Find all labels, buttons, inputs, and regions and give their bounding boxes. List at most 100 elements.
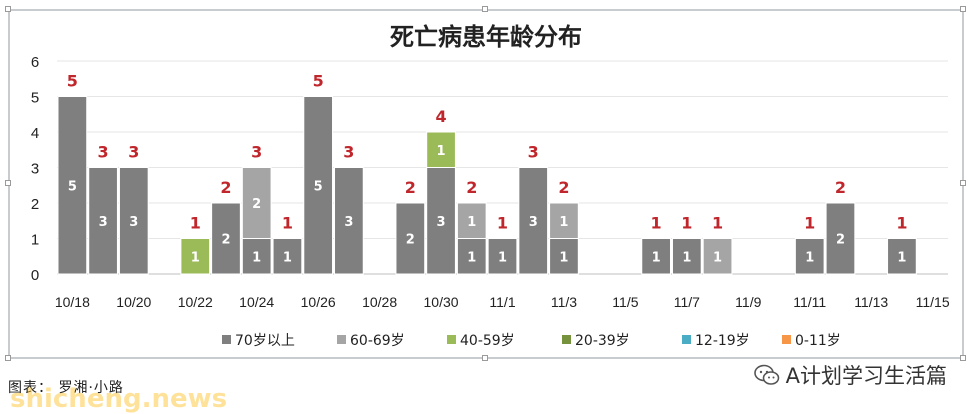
bar-segment bbox=[303, 96, 334, 275]
y-tick-label: 5 bbox=[31, 90, 39, 107]
bar-total-label: 3 bbox=[98, 143, 109, 162]
bar-segment bbox=[887, 238, 917, 275]
bar-segment bbox=[671, 238, 702, 275]
bar-segment bbox=[549, 238, 579, 275]
segment-value-label: 3 bbox=[437, 215, 446, 230]
bar-segment bbox=[57, 96, 88, 275]
bar-segment bbox=[549, 202, 579, 239]
y-tick-label: 6 bbox=[31, 54, 39, 71]
y-tick-label: 3 bbox=[31, 161, 39, 178]
y-tick-label: 2 bbox=[31, 196, 39, 213]
bar-total-label: 1 bbox=[282, 214, 293, 233]
selection-handle[interactable] bbox=[960, 180, 966, 186]
selection-handle[interactable] bbox=[5, 180, 11, 186]
segment-value-label: 1 bbox=[559, 250, 568, 265]
selection-handle[interactable] bbox=[960, 355, 966, 361]
legend-swatch bbox=[447, 335, 456, 344]
x-tick-label: 10/18 bbox=[55, 294, 90, 310]
bar-segment bbox=[426, 167, 456, 275]
bar-segment bbox=[241, 167, 272, 239]
x-tick-label: 10/22 bbox=[178, 294, 213, 310]
legend-label: 20-39岁 bbox=[575, 333, 630, 349]
x-tick-label: 11/3 bbox=[551, 294, 577, 310]
legend-swatch bbox=[782, 335, 791, 344]
bar-segment bbox=[456, 238, 487, 275]
bar-total-label: 1 bbox=[804, 214, 815, 233]
bar-segment bbox=[426, 131, 456, 168]
account-name: A计划学习生活篇 bbox=[785, 364, 947, 388]
selection-handle[interactable] bbox=[5, 355, 11, 361]
segment-value-label: 1 bbox=[191, 250, 200, 265]
legend-swatch bbox=[222, 335, 231, 344]
legend-label: 12-19岁 bbox=[695, 333, 750, 349]
selection-handle[interactable] bbox=[482, 355, 488, 361]
bar-segment bbox=[641, 238, 671, 275]
bar-total-label: 2 bbox=[558, 178, 569, 197]
segment-value-label: 1 bbox=[283, 250, 292, 265]
bar-total-label: 3 bbox=[128, 143, 139, 162]
x-tick-label: 10/30 bbox=[424, 294, 459, 310]
selection-handle[interactable] bbox=[5, 6, 11, 12]
bar-total-label: 3 bbox=[251, 143, 262, 162]
bar-total-label: 2 bbox=[220, 178, 231, 197]
bar-segment bbox=[88, 167, 118, 275]
bar-total-label: 1 bbox=[681, 214, 692, 233]
bar-segment bbox=[180, 238, 211, 275]
x-tick-label: 11/11 bbox=[793, 294, 826, 310]
y-tick-label: 0 bbox=[31, 267, 39, 284]
bar-total-label: 1 bbox=[497, 214, 508, 233]
segment-value-label: 2 bbox=[221, 233, 230, 248]
x-tick-label: 11/7 bbox=[674, 294, 700, 310]
segment-value-label: 1 bbox=[682, 250, 691, 265]
x-tick-label: 10/26 bbox=[301, 294, 336, 310]
segment-value-label: 1 bbox=[437, 144, 446, 159]
bar-total-label: 2 bbox=[835, 178, 846, 197]
bar-segment bbox=[211, 202, 241, 275]
bar-segment bbox=[456, 202, 487, 239]
segment-value-label: 1 bbox=[897, 250, 906, 265]
segment-value-label: 3 bbox=[344, 215, 353, 230]
legend-label: 0-11岁 bbox=[795, 333, 841, 349]
chart-frame: 死亡病患年龄分布 0 1 2 3 4 5 6 5 5 3 3 3 3 1 1 2 2 1 2 3 1 1 5 5 3 3 2 2 3 1 4 1… bbox=[8, 9, 964, 359]
bar-total-label: 2 bbox=[405, 178, 416, 197]
bar-total-label: 4 bbox=[435, 107, 446, 126]
bar-total-label: 1 bbox=[712, 214, 723, 233]
x-tick-label: 10/24 bbox=[239, 294, 274, 310]
chart-title: 死亡病患年龄分布 bbox=[390, 23, 582, 51]
segment-value-label: 1 bbox=[498, 250, 507, 265]
bar-segment bbox=[487, 238, 518, 275]
segment-value-label: 1 bbox=[559, 215, 568, 230]
bar-segment bbox=[118, 167, 149, 275]
bar-segment bbox=[395, 202, 426, 275]
legend-label: 60-69岁 bbox=[350, 333, 405, 349]
segment-value-label: 5 bbox=[68, 179, 77, 194]
segment-value-label: 5 bbox=[314, 179, 323, 194]
x-tick-label: 10/28 bbox=[362, 294, 397, 310]
legend-swatch bbox=[337, 335, 346, 344]
legend-swatch bbox=[682, 335, 691, 344]
bar-total-label: 3 bbox=[343, 143, 354, 162]
segment-value-label: 1 bbox=[252, 250, 261, 265]
selection-handle[interactable] bbox=[482, 6, 488, 12]
legend-swatch bbox=[562, 335, 571, 344]
selection-handle[interactable] bbox=[960, 6, 966, 12]
bar-total-label: 5 bbox=[67, 72, 78, 91]
segment-value-label: 3 bbox=[99, 215, 108, 230]
segment-value-label: 2 bbox=[406, 233, 415, 248]
x-tick-label: 11/1 bbox=[489, 294, 515, 310]
bar-segment bbox=[825, 202, 856, 275]
chart-svg: 死亡病患年龄分布01234565533331122123115533223141… bbox=[31, 23, 950, 349]
segment-value-label: 1 bbox=[805, 250, 814, 265]
bar-total-label: 1 bbox=[190, 214, 201, 233]
x-tick-label: 11/5 bbox=[612, 294, 638, 310]
x-tick-label: 11/13 bbox=[854, 294, 888, 310]
bar-segment bbox=[272, 238, 303, 275]
segment-value-label: 1 bbox=[713, 250, 722, 265]
bar-segment bbox=[702, 238, 733, 275]
account-signature: A计划学习生活篇 bbox=[753, 360, 947, 390]
x-tick-label: 11/9 bbox=[735, 294, 761, 310]
bar-total-label: 3 bbox=[528, 143, 539, 162]
bar-segment bbox=[794, 238, 825, 275]
y-tick-label: 1 bbox=[31, 232, 39, 249]
segment-value-label: 3 bbox=[129, 215, 138, 230]
